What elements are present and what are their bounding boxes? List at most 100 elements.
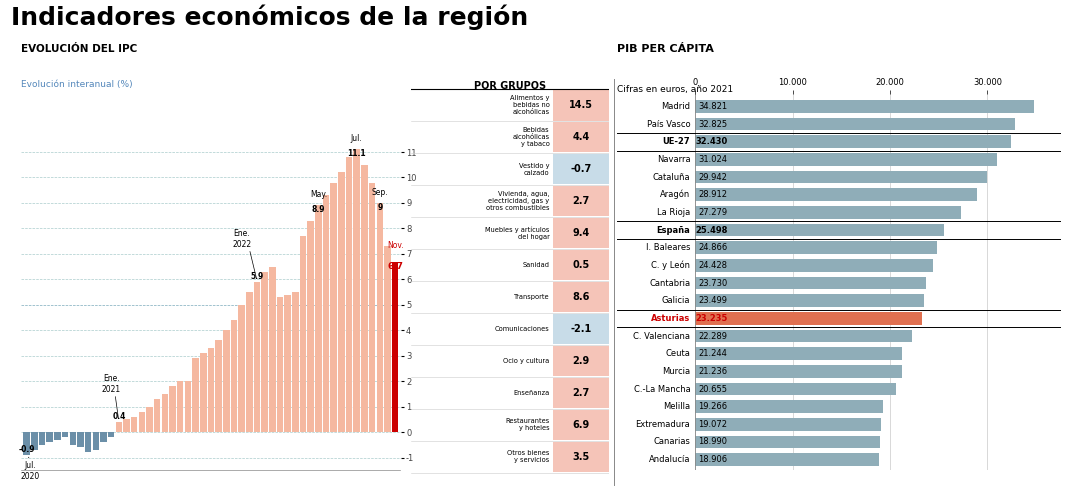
Text: Canarias: Canarias xyxy=(654,438,690,446)
Bar xyxy=(377,203,383,432)
Bar xyxy=(553,154,609,185)
Bar xyxy=(695,347,902,360)
Bar xyxy=(69,432,76,445)
Text: -0.7: -0.7 xyxy=(570,164,592,174)
Text: 6.7: 6.7 xyxy=(387,261,403,270)
Text: 18.990: 18.990 xyxy=(698,438,727,446)
Text: Cantabria: Cantabria xyxy=(649,279,690,288)
Bar xyxy=(553,250,609,280)
Bar xyxy=(695,135,1011,148)
Bar xyxy=(695,418,881,431)
Bar xyxy=(62,432,68,437)
Text: 5.9: 5.9 xyxy=(250,272,264,281)
Bar xyxy=(38,432,45,445)
Bar xyxy=(207,348,215,432)
Bar xyxy=(368,183,375,432)
Text: Nov.: Nov. xyxy=(387,241,404,250)
Text: Extremadura: Extremadura xyxy=(635,420,690,429)
Bar xyxy=(131,417,138,432)
Bar xyxy=(315,205,321,432)
Bar xyxy=(277,297,283,432)
Text: 29.942: 29.942 xyxy=(698,173,727,182)
Text: 0.4: 0.4 xyxy=(112,412,126,421)
Bar xyxy=(146,406,153,432)
Bar xyxy=(223,330,230,432)
Text: 9.4: 9.4 xyxy=(572,228,590,238)
Bar xyxy=(246,292,252,432)
Text: Murcia: Murcia xyxy=(662,367,690,376)
Text: España: España xyxy=(657,226,690,235)
Text: 32.825: 32.825 xyxy=(698,120,727,129)
Bar xyxy=(31,432,37,450)
Text: Muebles y artículos
del hogar: Muebles y artículos del hogar xyxy=(485,226,550,240)
Bar xyxy=(695,295,924,307)
Text: Galicia: Galicia xyxy=(662,296,690,305)
Bar xyxy=(284,295,290,432)
Bar xyxy=(231,320,237,432)
Text: 14.5: 14.5 xyxy=(569,100,593,110)
Text: 0.5: 0.5 xyxy=(572,260,590,270)
Text: 23.730: 23.730 xyxy=(698,279,727,288)
Text: 11.1: 11.1 xyxy=(347,149,366,158)
Bar xyxy=(695,365,902,378)
Bar xyxy=(346,157,352,432)
Bar xyxy=(185,381,191,432)
Bar xyxy=(339,172,345,432)
Text: Bebidas
alcohólicas
y tabaco: Bebidas alcohólicas y tabaco xyxy=(513,127,550,148)
Bar xyxy=(695,259,933,272)
Text: -2.1: -2.1 xyxy=(570,324,592,334)
Text: 34.821: 34.821 xyxy=(698,102,727,111)
Bar xyxy=(108,432,114,437)
Text: POR GRUPOS: POR GRUPOS xyxy=(474,81,546,91)
Text: 2.7: 2.7 xyxy=(572,196,590,206)
Bar xyxy=(308,221,314,432)
Bar xyxy=(54,432,61,440)
Bar xyxy=(84,432,92,452)
Text: Enseñanza: Enseñanza xyxy=(514,390,550,396)
Bar xyxy=(695,153,998,166)
Text: 28.912: 28.912 xyxy=(698,190,727,199)
Text: 21.236: 21.236 xyxy=(698,367,727,376)
Text: Alimentos y
bebidas no
alcohólicas: Alimentos y bebidas no alcohólicas xyxy=(511,96,550,115)
Text: La Rioja: La Rioja xyxy=(657,208,690,217)
Text: Ceuta: Ceuta xyxy=(665,349,690,358)
Bar xyxy=(695,242,938,254)
Bar xyxy=(695,100,1035,113)
Text: 4.4: 4.4 xyxy=(572,132,590,142)
Bar xyxy=(695,400,883,413)
Text: Ocio y cultura: Ocio y cultura xyxy=(503,358,550,364)
Bar xyxy=(170,386,176,432)
Bar xyxy=(695,436,880,448)
Bar xyxy=(23,432,30,455)
Bar xyxy=(292,292,299,432)
Text: 25.498: 25.498 xyxy=(695,226,727,235)
Bar xyxy=(77,432,83,447)
Bar xyxy=(115,422,122,432)
Text: Cifras en euros, año 2021: Cifras en euros, año 2021 xyxy=(617,85,734,94)
Text: 32.430: 32.430 xyxy=(695,137,727,146)
Text: Cataluña: Cataluña xyxy=(653,173,690,182)
Text: EVOLUCIÓN DEL IPC: EVOLUCIÓN DEL IPC xyxy=(21,45,138,54)
Text: Vivienda, agua,
electricidad, gas y
otros combustibles: Vivienda, agua, electricidad, gas y otro… xyxy=(486,191,550,211)
Text: Jul.: Jul. xyxy=(351,134,363,143)
Text: PIB PER CÁPITA: PIB PER CÁPITA xyxy=(617,45,714,54)
Bar xyxy=(695,224,944,237)
Bar xyxy=(300,236,307,432)
Bar xyxy=(695,206,961,219)
Text: 9: 9 xyxy=(377,203,382,212)
Text: 24.428: 24.428 xyxy=(698,261,727,270)
Text: Sep.: Sep. xyxy=(372,188,388,197)
Text: Indicadores económicos de la región: Indicadores económicos de la región xyxy=(11,5,528,31)
Text: Asturias: Asturias xyxy=(651,314,690,323)
Text: 2.7: 2.7 xyxy=(572,388,590,398)
Text: 27.279: 27.279 xyxy=(698,208,727,217)
Text: Andalucía: Andalucía xyxy=(649,455,690,464)
Text: Ene.
2021: Ene. 2021 xyxy=(101,375,121,394)
Text: Vestido y
calzado: Vestido y calzado xyxy=(519,163,550,176)
Bar xyxy=(323,196,329,432)
Bar xyxy=(695,171,987,184)
Bar xyxy=(553,282,609,312)
Bar xyxy=(93,432,99,450)
Text: Jul.
2020: Jul. 2020 xyxy=(21,461,41,481)
Bar xyxy=(695,118,1015,131)
